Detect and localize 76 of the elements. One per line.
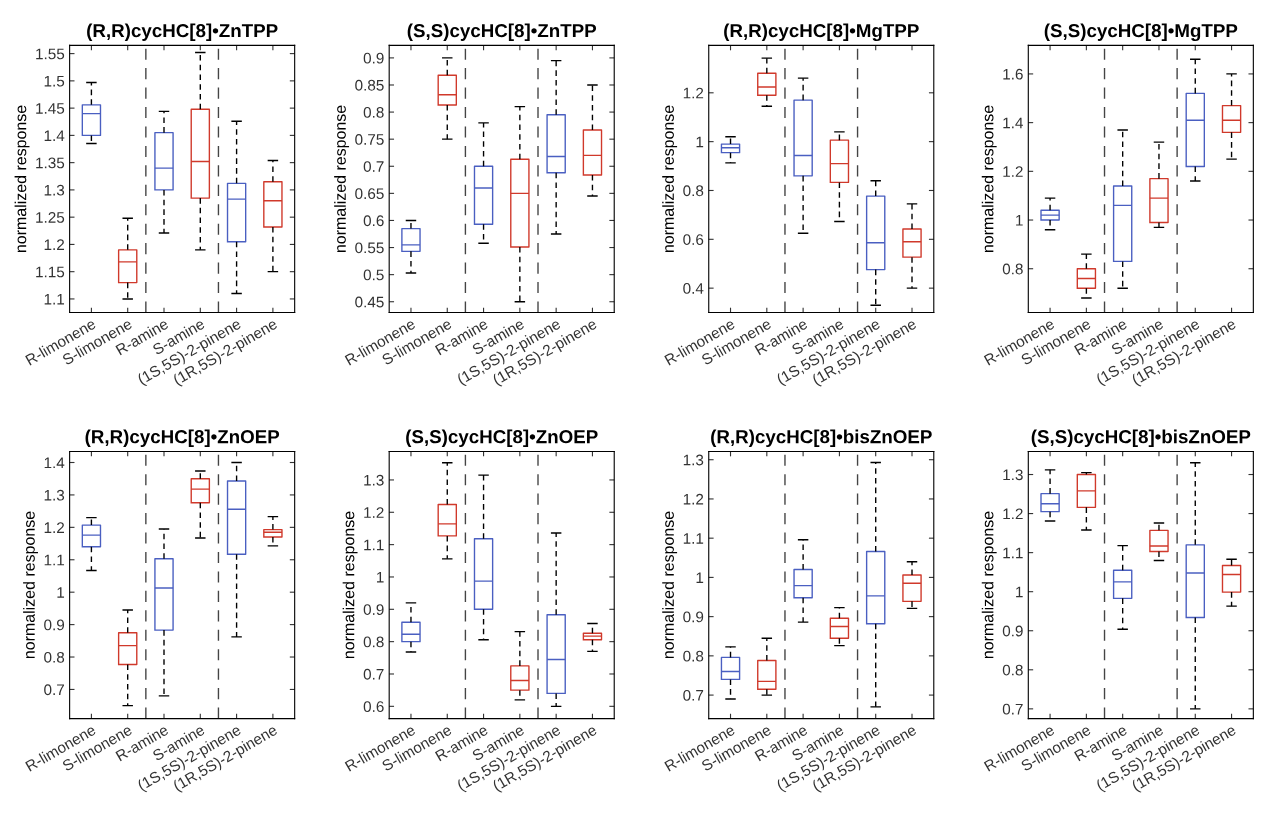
y-tick-label: 1.4 bbox=[44, 457, 65, 469]
y-tick-label: 1.2 bbox=[44, 522, 64, 533]
y-tick-label: 1.4 bbox=[1003, 117, 1023, 129]
y-tick-label: 1.3 bbox=[1003, 469, 1023, 481]
y-tick-label: 1.1 bbox=[364, 539, 384, 551]
y-tick-label: 0.85 bbox=[355, 79, 384, 91]
y-tick-label: 1.25 bbox=[36, 212, 65, 223]
y-tick-label: 1 bbox=[1016, 215, 1023, 226]
y-tick-label: 0.9 bbox=[44, 619, 65, 631]
y-tick-label: 0.6 bbox=[683, 234, 704, 245]
y-tick-label: 1.3 bbox=[683, 454, 704, 466]
y-tick-label: 1.35 bbox=[36, 157, 65, 169]
y-axis-title: normalized response bbox=[662, 105, 678, 253]
y-tick-label: 0.75 bbox=[355, 134, 384, 145]
chart-title: (R,R)cycHC[8]•MgTPP bbox=[724, 23, 919, 42]
chart-title: (R,R)cycHC[8]•ZnOEP bbox=[85, 429, 280, 448]
y-tick-label: 1.5 bbox=[44, 75, 65, 87]
chart-title: (S,S)cycHC[8]•MgTPP bbox=[1044, 23, 1238, 42]
y-tick-label: 1 bbox=[57, 587, 65, 598]
y-tick-label: 1.1 bbox=[1003, 547, 1023, 559]
y-tick-label: 1.15 bbox=[36, 266, 65, 278]
y-tick-label: 0.7 bbox=[44, 684, 64, 696]
y-tick-label: 1.4 bbox=[44, 130, 65, 141]
y-tick-label: 0.9 bbox=[683, 611, 704, 623]
y-tick-label: 1 bbox=[696, 572, 704, 583]
y-tick-label: 1.55 bbox=[36, 48, 65, 60]
y-tick-label: 0.55 bbox=[355, 242, 384, 254]
y-tick-label: 0.9 bbox=[363, 52, 384, 64]
y-tick-label: 0.5 bbox=[363, 269, 384, 281]
chart-title: (R,R)cycHC[8]•bisZnOEP bbox=[711, 429, 932, 448]
y-axis-title: normalized response bbox=[981, 511, 997, 659]
y-tick-label: 1.3 bbox=[364, 474, 384, 486]
y-tick-label: 1 bbox=[696, 136, 704, 148]
y-tick-label: 0.7 bbox=[1002, 703, 1023, 715]
y-tick-label: 1.6 bbox=[1003, 68, 1023, 80]
y-tick-label: 0.8 bbox=[44, 651, 65, 663]
y-tick-label: 0.8 bbox=[683, 185, 704, 197]
y-tick-label: 0.6 bbox=[363, 215, 384, 227]
y-axis-title: normalized response bbox=[23, 511, 38, 659]
y-tick-label: 1.2 bbox=[364, 507, 384, 518]
chart-title: (S,S)cycHC[8]•ZnOEP bbox=[406, 429, 598, 448]
y-tick-label: 1.2 bbox=[683, 493, 704, 505]
y-tick-label: 0.8 bbox=[1002, 664, 1023, 676]
y-tick-label: 1.1 bbox=[683, 533, 704, 544]
y-tick-label: 0.9 bbox=[1002, 625, 1023, 637]
y-axis-title: normalized response bbox=[981, 105, 997, 253]
y-tick-label: 1 bbox=[376, 571, 384, 583]
y-tick-label: 0.45 bbox=[355, 296, 384, 308]
y-tick-label: 1.2 bbox=[1003, 508, 1023, 520]
y-tick-label: 1.45 bbox=[36, 103, 65, 114]
y-tick-label: 1.2 bbox=[1003, 166, 1023, 177]
y-tick-label: 0.8 bbox=[363, 106, 384, 118]
y-axis-title: normalized response bbox=[334, 105, 350, 253]
y-tick-label: 1.1 bbox=[44, 554, 65, 566]
y-tick-label: 0.6 bbox=[363, 701, 384, 713]
y-tick-label: 0.65 bbox=[355, 188, 384, 200]
y-tick-label: 1.3 bbox=[44, 489, 65, 501]
y-axis-title: normalized response bbox=[662, 511, 678, 659]
y-tick-label: 0.7 bbox=[363, 668, 384, 680]
y-tick-label: 0.7 bbox=[363, 161, 384, 172]
chart-title: (S,S)cycHC[8]•ZnTPP bbox=[407, 23, 597, 41]
y-tick-label: 1.2 bbox=[44, 239, 64, 250]
y-tick-label: 1 bbox=[1016, 586, 1023, 598]
y-axis-title: normalized response bbox=[14, 105, 30, 253]
y-tick-label: 0.9 bbox=[363, 604, 384, 615]
chart-title: (R,R)cycHC[8]•ZnTPP bbox=[87, 23, 278, 41]
y-axis-title: normalized response bbox=[342, 511, 358, 659]
y-tick-label: 0.8 bbox=[683, 650, 704, 662]
y-tick-label: 0.8 bbox=[1002, 263, 1023, 275]
y-tick-label: 0.4 bbox=[683, 283, 704, 294]
chart-title: (S,S)cycHC[8]•bisZnOEP bbox=[1031, 429, 1251, 448]
y-tick-label: 1.1 bbox=[44, 293, 65, 305]
y-tick-label: 1.2 bbox=[683, 87, 704, 99]
y-tick-label: 0.7 bbox=[683, 689, 704, 701]
y-tick-label: 0.8 bbox=[363, 636, 384, 648]
y-tick-label: 1.3 bbox=[44, 184, 65, 196]
